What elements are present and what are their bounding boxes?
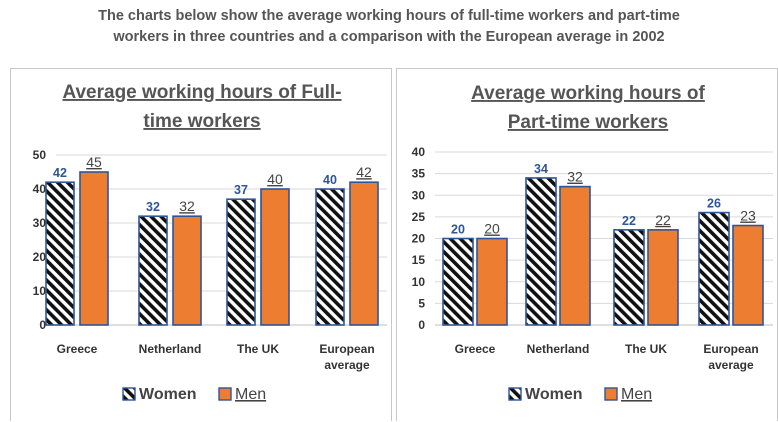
full-time-bar-women-2 — [226, 198, 256, 326]
part-time-data-label-women-3: 26 — [707, 197, 721, 211]
full-time-category-label-3-1: average — [324, 358, 370, 372]
full-time-data-label-men-0: 45 — [86, 154, 102, 170]
part-time-legend-swatch-women — [508, 387, 522, 401]
full-time-data-label-men-2: 40 — [267, 171, 283, 187]
full-time-ytick-label-10: 10 — [33, 284, 47, 298]
full-time-category-label-1-0: Netherland — [139, 342, 202, 356]
full-time-legend-swatch-men — [218, 387, 232, 401]
part-time-ytick-label-20: 20 — [412, 232, 426, 246]
full-time-chart-panel: Average working hours of Full-time worke… — [10, 68, 392, 421]
full-time-data-label-women-0: 42 — [53, 166, 67, 180]
full-time-legend-label-men: Men — [235, 386, 266, 403]
part-time-data-label-women-1: 34 — [534, 162, 548, 176]
full-time-category-label-0-0: Greece — [57, 342, 98, 356]
full-time-data-label-women-2: 37 — [234, 183, 248, 197]
full-time-category-label-3-0: European — [319, 342, 374, 356]
part-time-category-label-3-0: European — [703, 342, 758, 356]
full-time-bar-women-3 — [315, 188, 345, 326]
part-time-title-line-2: Part-time workers — [508, 112, 669, 133]
part-time-data-label-men-1: 32 — [567, 169, 583, 185]
full-time-ytick-label-50: 50 — [33, 148, 47, 162]
part-time-category-label-2-0: The UK — [625, 342, 667, 356]
part-time-bar-women-3 — [698, 211, 730, 326]
full-time-title-line-2: time workers — [143, 111, 260, 132]
full-time-ytick-label-0: 0 — [39, 318, 46, 332]
full-time-legend-label-women: Women — [139, 386, 196, 403]
part-time-chart: Average working hours of Part-time worker… — [412, 83, 773, 403]
part-time-bar-men-1 — [559, 185, 591, 326]
heading-line-1: The charts below show the average workin… — [98, 8, 680, 24]
part-time-data-label-men-3: 23 — [740, 208, 756, 224]
full-time-data-label-women-1: 32 — [146, 200, 160, 214]
full-time-data-label-men-3: 42 — [356, 164, 372, 180]
full-time-bar-men-2 — [260, 188, 290, 326]
part-time-category-label-3-1: average — [708, 358, 754, 372]
part-time-title-line-1: Average working hours of — [471, 83, 705, 104]
part-time-ytick-label-0: 0 — [418, 318, 425, 332]
page-heading: The charts below show the average workin… — [0, 6, 778, 48]
part-time-data-label-men-0: 20 — [484, 221, 500, 237]
full-time-title-line-1: Average working hours of Full- — [62, 82, 341, 103]
part-time-bar-men-2 — [647, 229, 679, 326]
full-time-ytick-label-20: 20 — [33, 250, 47, 264]
full-time-ytick-label-40: 40 — [33, 182, 47, 196]
part-time-bar-women-0 — [442, 237, 474, 326]
part-time-category-label-1-0: Netherland — [527, 342, 590, 356]
part-time-data-label-women-0: 20 — [451, 223, 465, 237]
heading-line-2: workers in three countries and a compari… — [113, 29, 665, 45]
part-time-legend-label-men: Men — [621, 386, 652, 403]
full-time-legend-swatch-women — [122, 387, 136, 401]
part-time-data-label-men-2: 22 — [655, 212, 671, 228]
full-time-bar-women-1 — [138, 215, 168, 326]
full-time-data-label-men-1: 32 — [179, 198, 195, 214]
full-time-bar-men-3 — [349, 181, 379, 326]
part-time-bar-men-0 — [476, 237, 508, 326]
full-time-bar-men-0 — [79, 171, 109, 326]
part-time-ytick-label-15: 15 — [412, 253, 426, 267]
full-time-chart: Average working hours of Full-time worke… — [33, 82, 387, 403]
full-time-bar-women-0 — [45, 181, 75, 326]
part-time-ytick-label-30: 30 — [412, 188, 426, 202]
full-time-category-label-2-0: The UK — [237, 342, 279, 356]
full-time-ytick-label-30: 30 — [33, 216, 47, 230]
part-time-legend-label-women: Women — [525, 386, 582, 403]
part-time-ytick-label-25: 25 — [412, 210, 426, 224]
part-time-ytick-label-10: 10 — [412, 275, 426, 289]
part-time-bar-women-2 — [613, 229, 645, 326]
part-time-legend-swatch-men — [604, 387, 618, 401]
part-time-ytick-label-5: 5 — [418, 296, 425, 310]
full-time-data-label-women-3: 40 — [323, 173, 337, 187]
part-time-category-label-0-0: Greece — [455, 342, 496, 356]
part-time-ytick-label-35: 35 — [412, 167, 426, 181]
part-time-ytick-label-40: 40 — [412, 145, 426, 159]
full-time-bar-men-1 — [172, 215, 202, 326]
part-time-data-label-women-2: 22 — [622, 214, 636, 228]
part-time-bar-women-1 — [525, 177, 557, 326]
part-time-chart-panel: Average working hours of Part-time worker… — [396, 68, 778, 421]
part-time-bar-men-3 — [732, 224, 764, 326]
